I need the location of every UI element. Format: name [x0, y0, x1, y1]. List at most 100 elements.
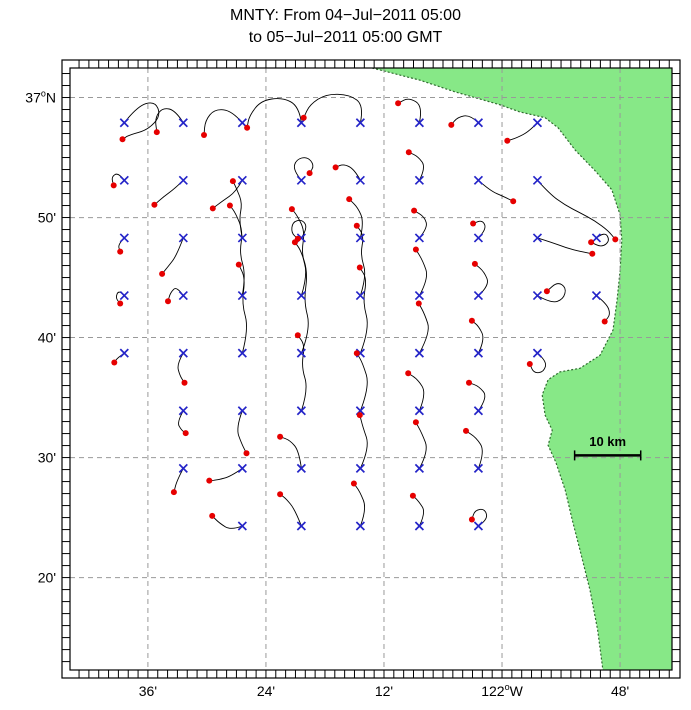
- coastline: [372, 68, 623, 670]
- end-marker-dot: [411, 207, 418, 214]
- start-marker-x: [237, 175, 247, 185]
- y-tick-label: 50': [38, 210, 56, 226]
- start-marker-x: [355, 233, 365, 243]
- trajectory: [471, 508, 488, 527]
- end-marker-dot: [291, 239, 298, 246]
- trajectory: [297, 334, 307, 411]
- end-marker-dot: [356, 264, 363, 271]
- start-marker-x: [296, 348, 306, 358]
- end-marker-dot: [510, 198, 517, 205]
- end-marker-dot: [306, 170, 313, 177]
- end-marker-dot: [229, 178, 236, 185]
- end-marker-dot: [294, 332, 301, 339]
- start-marker-x: [414, 406, 424, 416]
- end-marker-dot: [110, 182, 117, 189]
- trajectory: [529, 352, 547, 374]
- start-marker-x: [178, 175, 188, 185]
- start-marker-x: [178, 463, 188, 473]
- trajectory: [232, 180, 243, 238]
- trajectory: [211, 515, 243, 529]
- end-marker-dot: [111, 359, 118, 366]
- start-marker-x: [473, 290, 484, 301]
- x-tick-label: 12': [375, 683, 393, 699]
- end-marker-dot: [209, 512, 216, 519]
- end-marker-dot: [395, 100, 402, 107]
- trajectory: [537, 237, 593, 255]
- end-marker-dot: [209, 205, 216, 212]
- trajectory: [415, 249, 428, 296]
- end-marker-dot: [405, 370, 412, 377]
- end-marker-dot: [463, 427, 469, 434]
- trajectory: [359, 414, 368, 469]
- x-tick-label: 24': [257, 683, 275, 699]
- start-marker-x: [355, 290, 365, 301]
- trajectory: [212, 180, 243, 209]
- trajectory: [238, 264, 247, 354]
- trajectory: [412, 495, 425, 527]
- end-marker-dot: [206, 477, 213, 484]
- y-tick-label: 37oN: [25, 89, 56, 106]
- start-marker-x: [119, 175, 129, 185]
- end-marker-dot: [466, 379, 472, 386]
- trajectory: [303, 93, 362, 123]
- start-marker-x: [532, 233, 543, 243]
- start-marker-x: [355, 118, 365, 128]
- start-marker-x: [473, 233, 484, 243]
- start-marker-x: [414, 521, 424, 531]
- frame-outer: [61, 59, 681, 679]
- end-marker-dot: [153, 129, 160, 136]
- end-marker-dot: [350, 480, 357, 487]
- trajectory: [415, 422, 427, 469]
- end-marker-dot: [300, 114, 307, 121]
- end-marker-dot: [165, 298, 171, 305]
- trajectory: [359, 267, 368, 354]
- x-axis-labels: 36' 24' 12' 122oW 48': [139, 682, 629, 699]
- end-marker-dot: [543, 288, 550, 295]
- trajectory: [279, 436, 302, 469]
- figure-title: MNTY: From 04−Jul−2011 05:00 to 05−Jul−2…: [0, 5, 691, 49]
- end-marker-dot: [353, 222, 360, 229]
- start-marker-x: [119, 290, 129, 301]
- end-marker-dot: [405, 149, 412, 156]
- trajectory: [161, 237, 184, 275]
- start-marker-x: [237, 118, 247, 128]
- land-polygon: [372, 68, 672, 670]
- start-marker-x: [473, 118, 484, 128]
- start-marker-x: [296, 463, 306, 473]
- end-marker-dot: [244, 124, 251, 131]
- start-marker-x: [473, 175, 484, 185]
- frame-layer: [61, 59, 681, 679]
- start-marker-x: [296, 175, 306, 185]
- frame-inner: [69, 67, 673, 671]
- end-marker-dot: [356, 412, 363, 419]
- start-marker-x: [119, 233, 129, 243]
- start-marker-x: [119, 348, 129, 358]
- trajectory: [468, 382, 486, 412]
- y-tick-label: 20': [38, 570, 56, 586]
- trajectory: [209, 468, 243, 482]
- end-marker-dot: [448, 121, 455, 128]
- start-marker-x: [237, 233, 247, 243]
- title-line-1: MNTY: From 04−Jul−2011 05:00: [230, 7, 461, 24]
- trajectory: [203, 109, 243, 136]
- start-marker-x: [355, 175, 365, 185]
- start-marker-x: [473, 348, 484, 358]
- end-marker-dot: [243, 450, 250, 457]
- trajectory: [418, 303, 429, 354]
- end-marker-dot: [601, 318, 608, 325]
- end-marker-dot: [471, 260, 478, 267]
- trajectory: [246, 98, 302, 128]
- end-marker-dot: [526, 361, 533, 367]
- start-marker-x: [296, 290, 306, 301]
- trajectory: [478, 179, 514, 202]
- end-marker-dot: [412, 419, 419, 426]
- end-marker-dot: [201, 132, 207, 138]
- end-marker-dot: [353, 350, 360, 357]
- start-marker-x: [532, 290, 543, 301]
- end-marker-dot: [226, 202, 233, 209]
- start-marker-x: [355, 463, 365, 473]
- start-marker-x: [591, 233, 602, 243]
- trajectory: [471, 320, 484, 354]
- y-tick-label: 40': [38, 330, 56, 346]
